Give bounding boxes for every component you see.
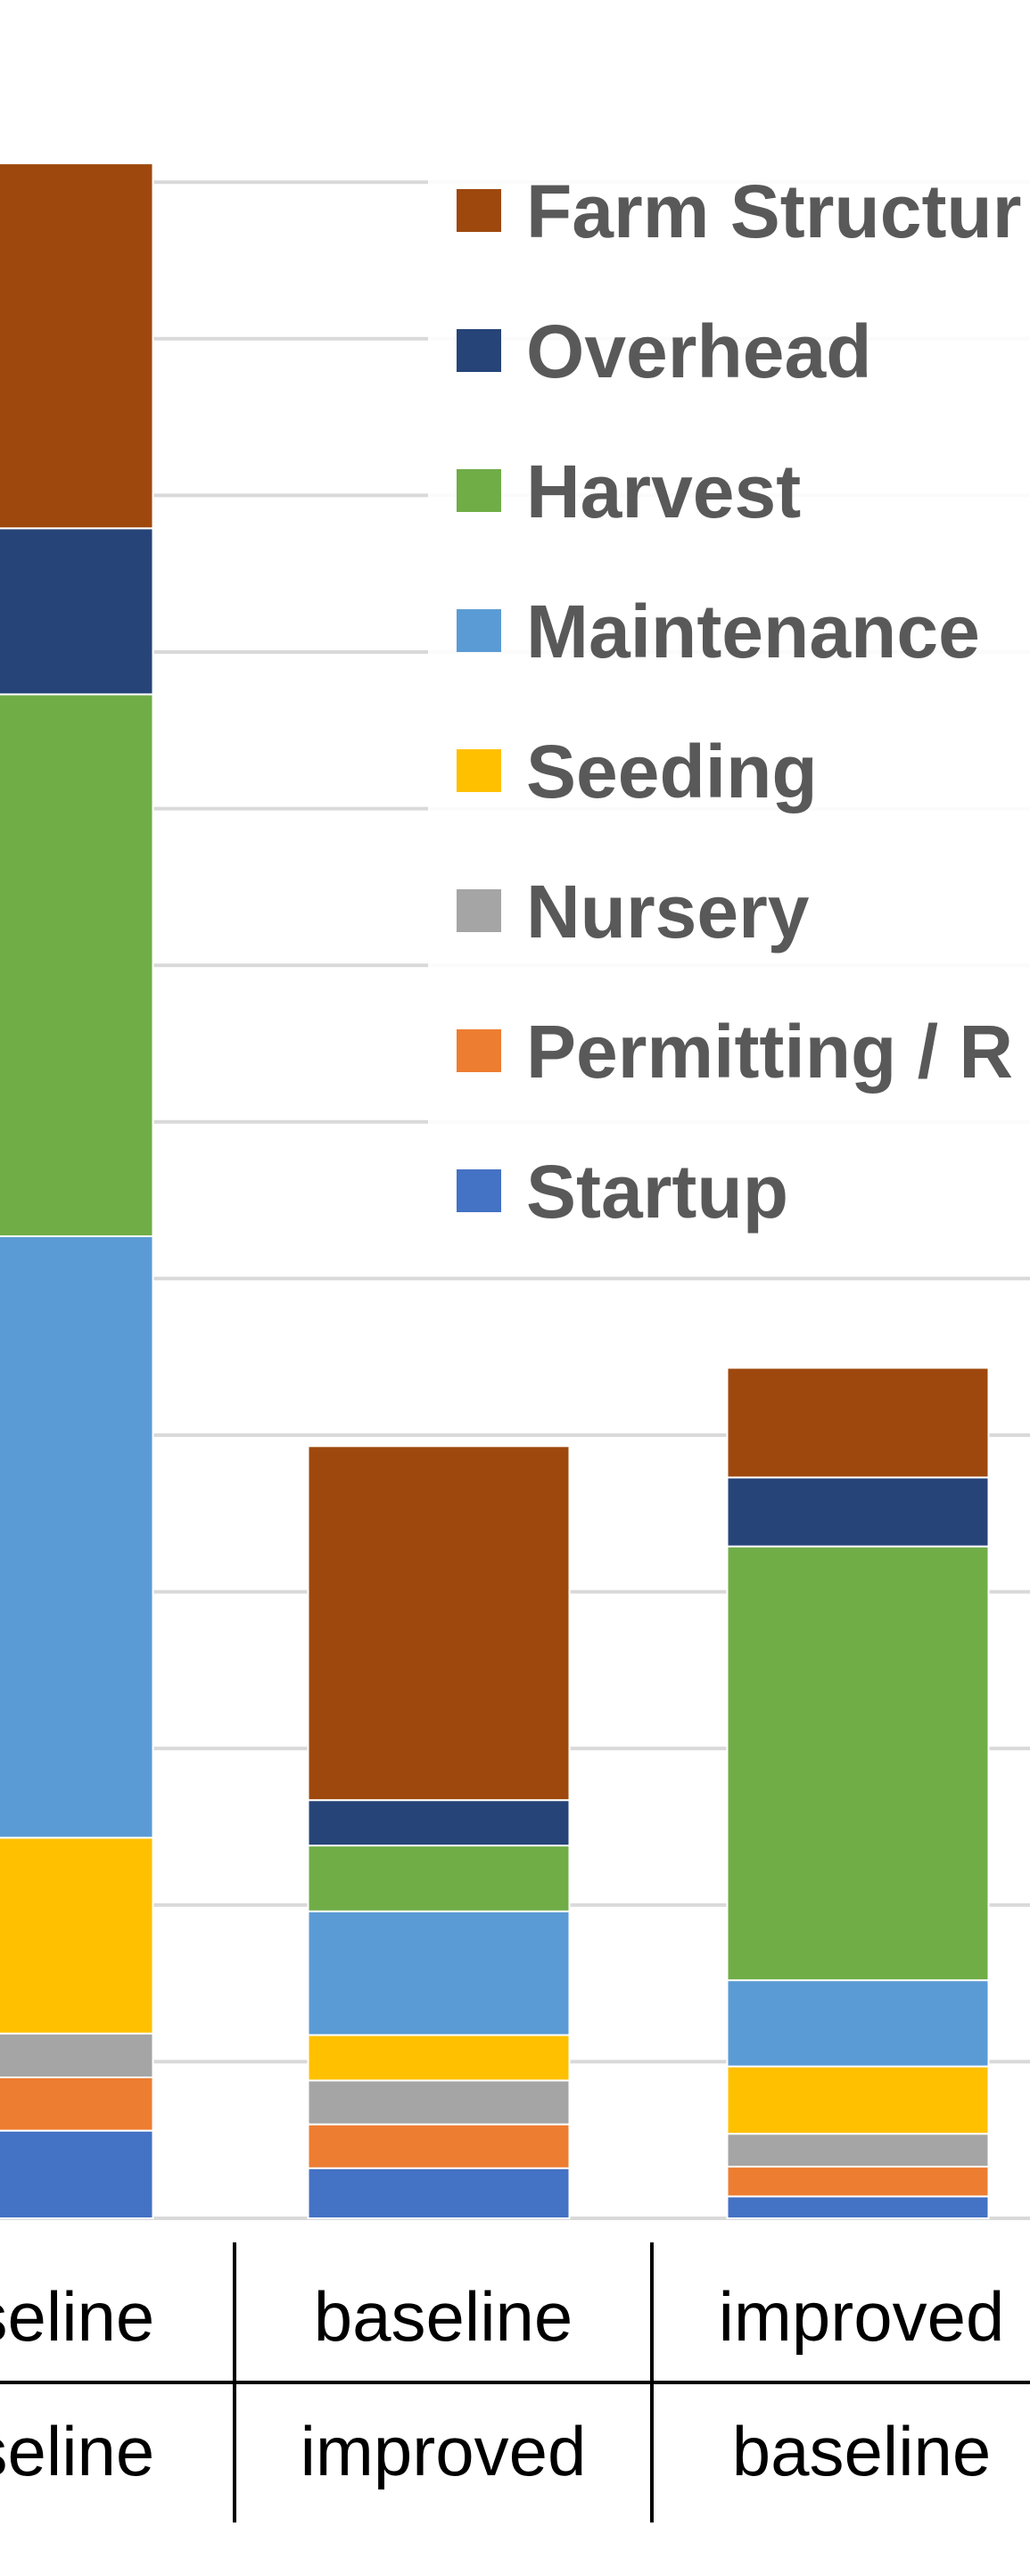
category-table [0, 2242, 1030, 2522]
legend-label: Nursery [526, 870, 810, 954]
bar-segment-overhead-2 [726, 1476, 990, 1548]
legend-background [428, 134, 1030, 1267]
category-label-row1: improved [719, 2277, 1005, 2356]
legend-label: Harvest [526, 450, 801, 533]
legend-swatch [457, 889, 501, 932]
bar-segment-farm-structur-0 [0, 162, 154, 530]
legend-swatch [457, 609, 501, 652]
bar-segment-overhead-1 [307, 1799, 571, 1847]
legend-label: Farm Structur [526, 169, 1021, 253]
legend-swatch [457, 1169, 501, 1212]
legend: Farm Structur Overhead Harvest Maintenance S… [457, 169, 1021, 1234]
bar-segment-maintenance-0 [0, 1234, 154, 1839]
bar-segment-seeding-1 [307, 2034, 571, 2082]
bar-segment-nursery-1 [307, 2079, 571, 2126]
bar-segment-seeding-0 [0, 1837, 154, 2035]
legend-swatch [457, 189, 501, 232]
legend-swatch [457, 1029, 501, 1072]
category-label-row2: baseline [732, 2412, 992, 2490]
category-label-row2: improved [301, 2412, 587, 2490]
bar-segment-seeding-2 [726, 2065, 990, 2135]
bar-segment-maintenance-1 [307, 1910, 571, 2036]
bar-segment-maintenance-2 [726, 1979, 990, 2068]
bar-segment-startup-2 [726, 2195, 990, 2220]
legend-label: Seeding [526, 730, 818, 813]
legend-swatch [457, 469, 501, 512]
bar-segment-nursery-2 [726, 2133, 990, 2168]
bar-segment-harvest-0 [0, 693, 154, 1237]
bar-segment-permitting-r-2 [726, 2166, 990, 2198]
bar-segment-permitting-r-0 [0, 2076, 154, 2132]
bar-segment-startup-1 [307, 2167, 571, 2220]
legend-swatch [457, 749, 501, 792]
bars [0, 162, 990, 2220]
legend-label: Startup [526, 1150, 788, 1234]
bar-segment-permitting-r-1 [307, 2123, 571, 2169]
legend-label: Overhead [526, 310, 872, 393]
category-label-row1: baseline [0, 2277, 154, 2356]
bar-segment-farm-structur-1 [307, 1445, 571, 1802]
bar-segment-harvest-1 [307, 1845, 571, 1912]
bar-segment-harvest-2 [726, 1545, 990, 1982]
bar-segment-farm-structur-2 [726, 1366, 990, 1479]
category-labels: baseline baseline baseline improved improved… [0, 2277, 1004, 2490]
legend-label: Permitting / R [526, 1010, 1013, 1094]
category-label-row1: baseline [314, 2277, 573, 2356]
bar-segment-overhead-0 [0, 527, 154, 696]
bar-segment-nursery-0 [0, 2032, 154, 2078]
legend-label: Maintenance [526, 590, 980, 673]
bar-segment-startup-0 [0, 2129, 154, 2220]
legend-swatch [457, 329, 501, 372]
category-label-row2: baseline [0, 2412, 154, 2490]
